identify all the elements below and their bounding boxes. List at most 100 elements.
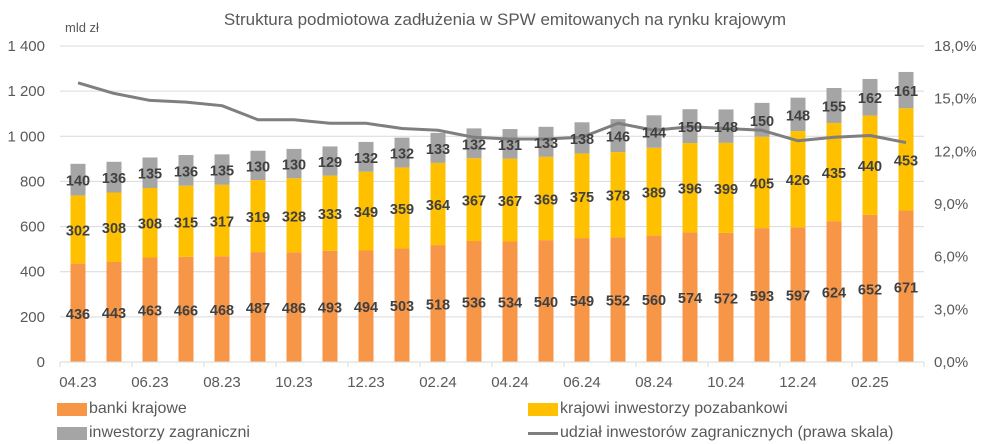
bar-segment	[322, 146, 338, 176]
bar-segment	[826, 122, 842, 222]
data-labels: 436 302 140 443 308 136 463 308 135 466 315 136 468 3…	[66, 84, 918, 323]
bar-segment	[394, 137, 410, 168]
bar-segment	[574, 238, 590, 362]
data-label: 328	[282, 209, 306, 225]
bar-segment	[502, 129, 518, 159]
data-label: 440	[858, 159, 882, 175]
data-label: 378	[606, 189, 630, 205]
data-label: 133	[426, 142, 450, 158]
bar-segment	[466, 241, 482, 362]
bar-segment	[358, 141, 374, 172]
bar-segment	[106, 262, 122, 362]
data-label: 389	[642, 186, 666, 202]
data-label: 146	[606, 130, 630, 146]
data-label: 593	[750, 289, 774, 305]
y2-tick-label: 9,0%	[934, 196, 968, 213]
bar-segment	[214, 154, 230, 185]
x-tick-label: 12.24	[779, 374, 817, 391]
y-axis-unit-label: mld zł	[65, 20, 99, 35]
x-tick-label: 08.24	[635, 374, 673, 391]
bar-segment	[466, 158, 482, 242]
data-label: 140	[66, 174, 90, 190]
data-label: 136	[174, 164, 198, 180]
y2-tick-label: 6,0%	[934, 249, 968, 266]
data-label: 369	[534, 192, 558, 208]
share-line-path	[77, 81, 907, 145]
y-tick-label: 800	[20, 173, 45, 190]
bar-segment	[754, 228, 770, 362]
data-label: 468	[210, 303, 234, 319]
x-tick-label: 10.24	[707, 374, 745, 391]
bar-segment	[898, 108, 914, 211]
bar-segment	[790, 97, 806, 132]
bar-segment	[610, 119, 626, 153]
data-label: 161	[894, 84, 918, 100]
x-tick-label: 08.23	[203, 374, 241, 391]
bar-segment	[250, 252, 266, 362]
data-label: 671	[894, 280, 918, 296]
data-label: 367	[462, 194, 486, 210]
bar-segment	[142, 257, 158, 362]
data-label: 129	[318, 155, 342, 171]
bar-segment	[70, 263, 86, 362]
bar-segment	[862, 214, 878, 362]
bar-segment	[862, 115, 878, 215]
bar-segment	[610, 237, 626, 362]
data-label: 367	[498, 194, 522, 210]
data-label: 560	[642, 293, 666, 309]
data-label: 549	[570, 294, 594, 310]
data-label: 652	[858, 282, 882, 298]
data-label: 436	[66, 307, 90, 323]
y-tick-label: 1 200	[7, 83, 45, 100]
x-tick-label: 02.24	[419, 374, 457, 391]
legend-item-krajowi-inwestorzy: krajowi inwestorzy pozabankowi	[528, 400, 788, 418]
bar-segment	[394, 167, 410, 249]
data-label: 135	[138, 167, 162, 183]
y-tick-label: 1 000	[7, 128, 45, 145]
y2-tick-label: 12,0%	[934, 143, 977, 160]
data-label: 540	[534, 295, 558, 311]
bar-segment	[718, 142, 734, 233]
bar-segment	[322, 175, 338, 251]
bar-segment	[250, 150, 266, 181]
bar-segment	[646, 147, 662, 236]
legend-item-udzial-line: udział inwestorów zagranicznych (prawa s…	[528, 424, 893, 442]
bar-segment	[286, 252, 302, 362]
data-label: 162	[858, 91, 882, 107]
bar-segment	[826, 221, 842, 362]
x-tick-label: 10.23	[275, 374, 313, 391]
bar-segment	[286, 148, 302, 179]
data-label: 375	[570, 190, 594, 206]
y2-tick-label: 15,0%	[934, 91, 977, 108]
data-label: 534	[498, 296, 522, 312]
bar-segment	[574, 153, 590, 239]
data-label: 463	[138, 304, 162, 320]
bar-segment	[718, 232, 734, 362]
legend-label: inwestorzy zagraniczni	[89, 424, 250, 441]
bar-segment	[718, 109, 734, 143]
data-label: 349	[354, 205, 378, 221]
data-label: 302	[66, 224, 90, 240]
bar-segment	[322, 250, 338, 362]
bar-segment	[214, 256, 230, 362]
data-label: 536	[462, 296, 486, 312]
bar-segment	[178, 185, 194, 257]
bar-segment	[646, 235, 662, 362]
bar-segment	[70, 163, 86, 196]
data-label: 405	[750, 176, 774, 192]
bar-segment	[898, 71, 914, 109]
data-label: 435	[822, 166, 846, 182]
bar-segment	[178, 256, 194, 362]
data-label: 132	[390, 147, 414, 163]
data-label: 132	[354, 151, 378, 167]
data-label: 518	[426, 298, 450, 314]
legend-item-inwestorzy-zagraniczni: inwestorzy zagraniczni	[57, 424, 250, 442]
data-label: 486	[282, 301, 306, 317]
y-tick-label: 600	[20, 219, 45, 236]
x-tick-label: 12.23	[347, 374, 385, 391]
data-label: 466	[174, 303, 198, 319]
data-label: 133	[534, 136, 558, 152]
bar-segment	[538, 240, 554, 362]
y-tick-label: 0	[37, 354, 45, 371]
bar-segment	[214, 184, 230, 257]
